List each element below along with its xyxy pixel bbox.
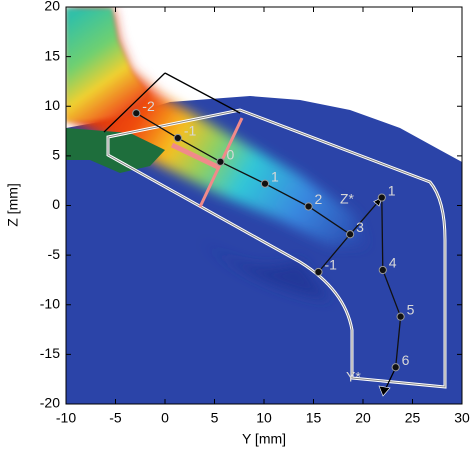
- y-tick-label: -15: [40, 345, 60, 361]
- x-tick-label: 30: [454, 410, 470, 426]
- x-tick-label: 20: [355, 410, 371, 426]
- point: [260, 179, 270, 188]
- field-shade: [200, 240, 330, 300]
- field-image: [66, 8, 462, 404]
- x-tick-label: 5: [211, 410, 219, 426]
- x-tick-label: -10: [56, 410, 76, 426]
- point: [346, 230, 355, 239]
- x-tick-label: 0: [161, 410, 169, 426]
- x-axis-label: Y [mm]: [242, 431, 286, 447]
- y-axis-label: Z [mm]: [5, 183, 21, 227]
- y-tick-label: 0: [52, 196, 60, 212]
- point-label: -1: [324, 257, 337, 273]
- point-label: 3: [356, 219, 364, 235]
- point-label: 1: [388, 182, 396, 198]
- centerline: [135, 112, 351, 235]
- point: [132, 109, 141, 118]
- flow-arrow: [170, 142, 222, 171]
- point-label: 6: [402, 352, 410, 368]
- point-label: 5: [407, 301, 415, 317]
- nozzle-outline: [103, 72, 241, 133]
- point: [391, 363, 400, 372]
- point: [314, 267, 323, 277]
- annotation: Z*: [340, 191, 355, 207]
- point: [377, 193, 386, 202]
- field-plume: [70, 8, 365, 245]
- y-tick-label: -5: [48, 246, 61, 262]
- x-tick-label: 25: [405, 410, 421, 426]
- x-tick-label: -5: [109, 410, 122, 426]
- y-star-curve: [381, 197, 402, 368]
- y-star-head: [378, 385, 391, 397]
- point: [304, 202, 313, 211]
- field-background: [66, 96, 462, 404]
- x-tick-label: 10: [256, 410, 272, 426]
- point-label: -2: [142, 98, 155, 114]
- y-tick-label: 15: [44, 47, 60, 63]
- y-tick-label: -10: [40, 295, 60, 311]
- point-label: 2: [315, 191, 323, 207]
- point: [216, 157, 225, 166]
- y-tick-label: 20: [44, 0, 60, 14]
- point-label: 1: [271, 168, 279, 184]
- point: [173, 133, 182, 143]
- field-tongue: [66, 8, 150, 122]
- point: [378, 265, 387, 275]
- y-tick-label: 5: [52, 147, 60, 163]
- annotation: Y*: [346, 369, 361, 385]
- x-tick-label: 15: [306, 410, 322, 426]
- overlay: -2 -1 0 1 2 3 1 -1 4 5 6: [132, 98, 415, 372]
- field-solid: [66, 128, 165, 173]
- point-label: 0: [226, 147, 234, 163]
- y-tick-label: 10: [44, 97, 60, 113]
- point-label: -1: [184, 123, 197, 139]
- point: [396, 312, 405, 321]
- point-label: 4: [389, 255, 397, 271]
- y-tick-label: -20: [40, 395, 60, 411]
